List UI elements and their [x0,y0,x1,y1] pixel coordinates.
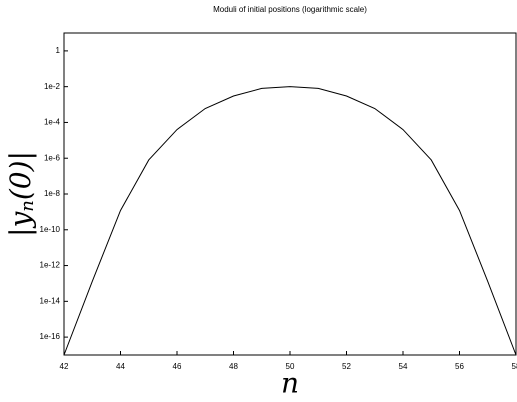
data-line [63,86,517,356]
y-tick-label: 1e-8 [44,189,61,198]
y-tick-label: 1 [56,46,61,55]
y-tick-label: 1e-4 [44,118,61,127]
x-tick-label: 42 [60,362,69,371]
x-tick-label: 54 [399,362,408,371]
y-tick-label: 1e-14 [40,296,61,305]
x-tick-label: 58 [512,362,517,371]
x-tick-label: 52 [342,362,351,371]
y-axis-title-sub: n [17,200,38,212]
y-axis-title-part: |y [4,211,37,237]
x-tick-label: 44 [116,362,125,371]
chart-title: Moduli of initial positions (logarithmic… [213,5,367,14]
y-axis-title-part: (0)| [4,151,37,200]
y-axis-title: |yn(0)| [4,151,39,237]
plot-frame [63,32,517,356]
x-axis-title: n [281,367,299,400]
x-tick-label: 48 [229,362,238,371]
x-tick-label: 46 [173,362,182,371]
y-tick-label: 1e-2 [44,82,61,91]
y-tick-label: 1e-12 [40,261,61,270]
y-tick-label: 1e-10 [40,225,61,234]
y-tick-label: 1e-16 [40,332,61,341]
x-tick-label: 50 [286,362,295,371]
x-tick-label: 56 [455,362,464,371]
y-tick-label: 1e-6 [44,153,61,162]
